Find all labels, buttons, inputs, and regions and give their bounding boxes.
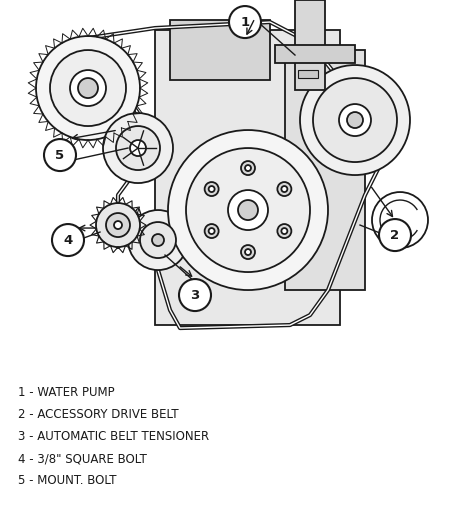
Circle shape bbox=[205, 182, 219, 196]
Text: 5: 5 bbox=[55, 149, 64, 162]
Text: 4: 4 bbox=[64, 234, 73, 246]
Circle shape bbox=[186, 148, 310, 272]
Circle shape bbox=[205, 224, 219, 238]
Circle shape bbox=[50, 50, 126, 126]
Circle shape bbox=[116, 126, 160, 170]
Circle shape bbox=[70, 70, 106, 106]
Circle shape bbox=[339, 104, 371, 136]
Circle shape bbox=[277, 182, 292, 196]
Circle shape bbox=[282, 186, 287, 192]
Text: 3 - AUTOMATIC BELT TENSIONER: 3 - AUTOMATIC BELT TENSIONER bbox=[18, 430, 209, 443]
Circle shape bbox=[114, 221, 122, 229]
Circle shape bbox=[103, 113, 173, 183]
Circle shape bbox=[241, 161, 255, 175]
Circle shape bbox=[245, 249, 251, 255]
Text: 4 - 3/8" SQUARE BOLT: 4 - 3/8" SQUARE BOLT bbox=[18, 452, 147, 465]
Circle shape bbox=[106, 213, 130, 237]
Bar bbox=[170, 20, 270, 80]
Bar bbox=[275, 45, 355, 63]
Circle shape bbox=[209, 186, 215, 192]
Text: 2: 2 bbox=[391, 229, 400, 242]
Circle shape bbox=[300, 65, 410, 175]
Circle shape bbox=[238, 200, 258, 220]
Circle shape bbox=[168, 130, 328, 290]
Circle shape bbox=[78, 78, 98, 98]
Text: 2 - ACCESSORY DRIVE BELT: 2 - ACCESSORY DRIVE BELT bbox=[18, 408, 179, 421]
Circle shape bbox=[44, 139, 76, 171]
Bar bbox=[295, 0, 325, 90]
Bar bbox=[285, 50, 365, 290]
Circle shape bbox=[241, 245, 255, 259]
Circle shape bbox=[152, 234, 164, 246]
Circle shape bbox=[96, 203, 140, 247]
Circle shape bbox=[140, 222, 176, 258]
Circle shape bbox=[282, 228, 287, 234]
Circle shape bbox=[130, 140, 146, 156]
Text: 5 - MOUNT. BOLT: 5 - MOUNT. BOLT bbox=[18, 474, 117, 487]
Circle shape bbox=[209, 228, 215, 234]
Circle shape bbox=[313, 78, 397, 162]
Circle shape bbox=[347, 112, 363, 128]
Text: 3: 3 bbox=[191, 289, 200, 302]
Circle shape bbox=[379, 219, 411, 251]
Circle shape bbox=[277, 224, 292, 238]
Text: 1: 1 bbox=[240, 16, 250, 29]
Circle shape bbox=[128, 210, 188, 270]
Circle shape bbox=[228, 190, 268, 230]
Text: 1 - WATER PUMP: 1 - WATER PUMP bbox=[18, 386, 115, 399]
Circle shape bbox=[245, 165, 251, 171]
Circle shape bbox=[229, 6, 261, 38]
Circle shape bbox=[36, 36, 140, 140]
Bar bbox=[155, 30, 340, 325]
Bar bbox=[298, 70, 318, 78]
Circle shape bbox=[52, 224, 84, 256]
Circle shape bbox=[179, 279, 211, 311]
